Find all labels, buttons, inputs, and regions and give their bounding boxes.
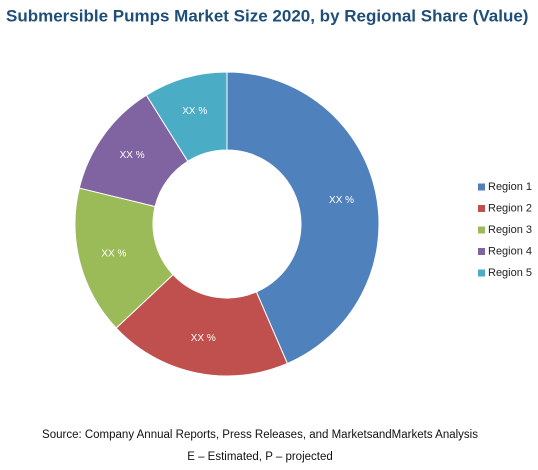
legend-swatch <box>478 248 485 255</box>
legend-label: Region 1 <box>488 181 532 193</box>
legend-label: Region 2 <box>488 202 532 214</box>
slice-label: XX % <box>101 248 126 259</box>
donut-slice <box>226 71 380 365</box>
legend-swatch <box>478 183 485 191</box>
chart-title: Submersible Pumps Market Size 2020, by R… <box>6 6 528 25</box>
slice-label: XX % <box>191 333 216 344</box>
legend-label: Region 5 <box>488 267 532 279</box>
legend-swatch <box>478 205 485 212</box>
slice-label: XX % <box>182 106 207 117</box>
legend-label: Region 3 <box>488 224 532 236</box>
slice-label: XX % <box>120 150 145 161</box>
legend-swatch <box>478 226 485 234</box>
footnote: E – Estimated, P – projected <box>187 451 333 463</box>
legend-swatch <box>478 269 485 277</box>
legend-label: Region 4 <box>488 245 532 257</box>
donut-slice <box>115 273 289 377</box>
source-note: Source: Company Annual Reports, Press Re… <box>42 429 478 441</box>
donut-slice <box>145 71 228 162</box>
slice-label: XX % <box>329 195 354 206</box>
